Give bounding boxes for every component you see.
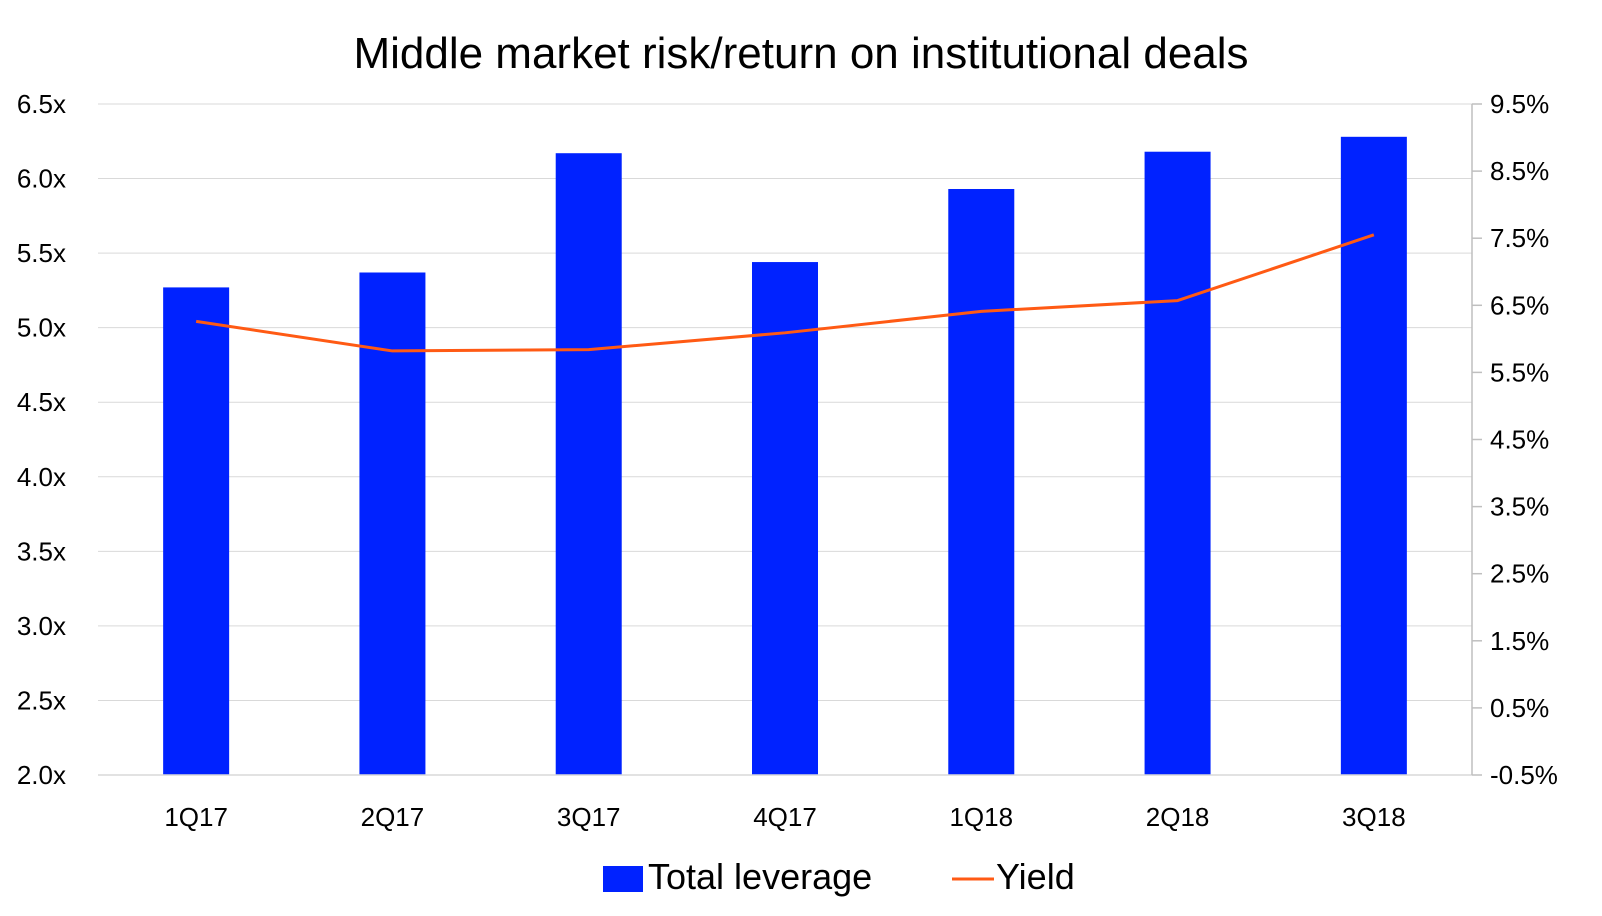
- bar-series: [163, 136, 1407, 776]
- right-axis-tick-label: 6.5%: [1490, 290, 1549, 320]
- bar-2Q18: [1144, 151, 1211, 775]
- category-tick-label: 2Q18: [1146, 802, 1210, 832]
- left-axis-tick-label: 3.0x: [17, 611, 66, 641]
- category-tick-label: 4Q17: [753, 802, 817, 832]
- left-axis-ticks: 2.0x 2.5x 3.0x 3.5x 4.0x 4.5x 5.0x 5.5x 6.0x 6.5x: [17, 89, 66, 790]
- category-tick-label: 3Q18: [1342, 802, 1406, 832]
- right-axis-tick-label: 4.5%: [1490, 425, 1549, 455]
- category-tick-label: 3Q17: [557, 802, 621, 832]
- right-axis-tick-label: 0.5%: [1490, 693, 1549, 723]
- right-axis-ticks: -0.5% 0.5% 1.5% 2.5% 3.5% 4.5% 5.5% 6.5% 7.5% 8.5…: [1490, 89, 1558, 790]
- bar-4Q17: [752, 262, 818, 776]
- left-axis-tick-label: 2.5x: [17, 685, 66, 715]
- right-axis-tick-label: 9.5%: [1490, 89, 1549, 119]
- legend-label-yield: Yield: [996, 856, 1075, 897]
- axes: [98, 103, 1482, 776]
- left-axis-tick-label: 5.0x: [17, 313, 66, 343]
- left-axis-tick-label: 6.5x: [17, 89, 66, 119]
- left-axis-tick-label: 3.5x: [17, 536, 66, 566]
- category-tick-label: 2Q17: [361, 802, 425, 832]
- left-axis-tick-label: 6.0x: [17, 164, 66, 194]
- bar-3Q17: [555, 153, 622, 775]
- category-axis-ticks: 1Q17 2Q17 3Q17 4Q17 1Q18 2Q18 3Q18: [164, 802, 1405, 832]
- chart-title: Middle market risk/return on institution…: [353, 29, 1248, 78]
- legend: Total leverage Yield: [603, 856, 1075, 897]
- category-tick-label: 1Q17: [164, 802, 228, 832]
- left-axis-tick-label: 2.0x: [17, 760, 66, 790]
- legend-label-total-leverage: Total leverage: [648, 856, 872, 897]
- right-axis-tick-label: 8.5%: [1490, 156, 1549, 186]
- bar-3Q18: [1340, 136, 1407, 775]
- bar-1Q17: [163, 287, 230, 775]
- right-axis-tick-label: 7.5%: [1490, 223, 1549, 253]
- bar-2Q17: [359, 272, 426, 775]
- legend-swatch-total-leverage: [603, 866, 643, 892]
- left-axis-tick-label: 5.5x: [17, 238, 66, 268]
- bar-1Q18: [948, 188, 1015, 775]
- right-axis-tick-label: 5.5%: [1490, 357, 1549, 387]
- left-axis-tick-label: 4.5x: [17, 387, 66, 417]
- right-axis-tick-label: -0.5%: [1490, 760, 1558, 790]
- right-axis-tick-label: 2.5%: [1490, 559, 1549, 589]
- right-axis-tick-label: 3.5%: [1490, 492, 1549, 522]
- line-series: [195, 233, 1375, 353]
- right-axis-tick-label: 1.5%: [1490, 626, 1549, 656]
- left-axis-tick-label: 4.0x: [17, 462, 66, 492]
- category-tick-label: 1Q18: [949, 802, 1013, 832]
